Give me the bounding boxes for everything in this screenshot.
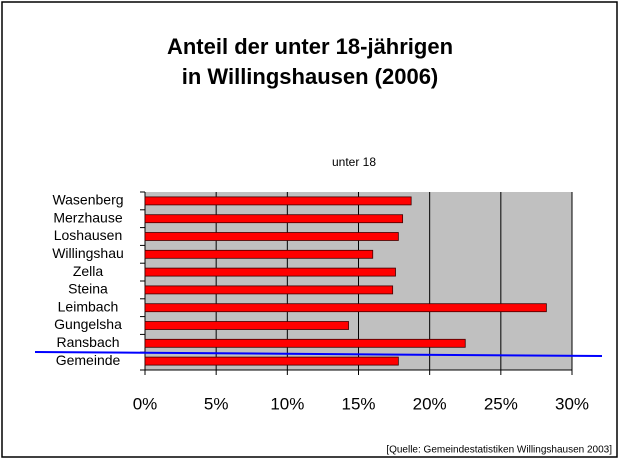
- x-tick-label: 0%: [133, 394, 158, 413]
- y-tick-label: Gemeinde: [56, 352, 121, 368]
- bar: [144, 285, 394, 295]
- x-tick-label: 15%: [341, 394, 375, 413]
- x-tick-label: 25%: [484, 394, 518, 413]
- x-tick-label: 10%: [270, 394, 304, 413]
- chart-title: in Willingshausen (2006): [182, 64, 439, 89]
- chart-title: Anteil der unter 18-jährigen: [167, 34, 453, 59]
- x-tick-label: 20%: [413, 394, 447, 413]
- y-tick-label: Steina: [68, 281, 108, 297]
- bar: [144, 321, 349, 330]
- y-tick-label: Ransbach: [56, 334, 119, 350]
- bar: [144, 267, 396, 277]
- series-label: unter 18: [332, 155, 376, 169]
- y-tick-label: Zella: [73, 263, 104, 279]
- x-tick-label: 30%: [555, 394, 589, 413]
- bar: [144, 338, 466, 348]
- y-tick-label: Leimbach: [58, 298, 119, 314]
- annotation-line: [34, 351, 603, 357]
- bar: [144, 232, 399, 241]
- bar: [144, 356, 399, 366]
- bar: [144, 214, 404, 224]
- y-tick-label: Loshausen: [54, 227, 123, 243]
- y-tick-label: Wasenberg: [52, 192, 123, 208]
- bar: [144, 303, 547, 313]
- bar: [144, 196, 412, 206]
- y-tick-label: Willingshau: [52, 245, 124, 261]
- source-note: [Quelle: Gemeindestatistiken Willingshau…: [386, 445, 612, 456]
- y-tick-label: Gungelsha: [54, 316, 122, 332]
- y-tick-label: Merzhause: [53, 209, 122, 225]
- x-tick-label: 5%: [204, 394, 229, 413]
- bar: [144, 249, 374, 259]
